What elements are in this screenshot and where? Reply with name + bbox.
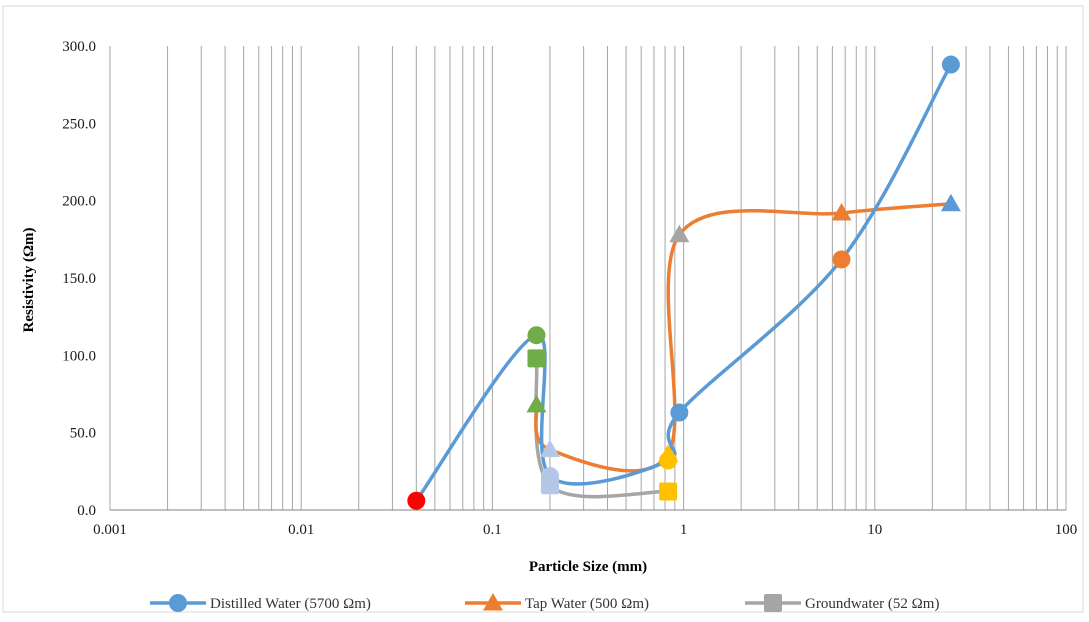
- data-point: [669, 224, 690, 243]
- x-tick-label: 0.001: [93, 522, 127, 538]
- gridlines: [109, 46, 1067, 510]
- y-tick-label: 0.0: [77, 503, 96, 519]
- data-point: [407, 491, 426, 510]
- data-point: [540, 466, 559, 485]
- y-tick-label: 50.0: [70, 426, 96, 442]
- data-point: [659, 451, 678, 470]
- x-tick-label: 0.1: [483, 522, 502, 538]
- y-tick-label: 150.0: [62, 271, 96, 287]
- data-point: [831, 203, 852, 221]
- data-point: [526, 394, 547, 413]
- data-point: [940, 193, 961, 212]
- data-point: [527, 326, 546, 345]
- legend-marker: [169, 594, 187, 612]
- data-point: [941, 55, 960, 74]
- y-axis-title: Resistivity (Ωm): [21, 228, 37, 333]
- x-axis-title: Particle Size (mm): [529, 559, 647, 575]
- y-tick-label: 100.0: [62, 348, 96, 364]
- y-tick-label: 200.0: [62, 194, 96, 210]
- series-group: [407, 55, 961, 510]
- legend-label: Tap Water (500 Ωm): [525, 596, 649, 612]
- data-point: [832, 250, 851, 269]
- legend-label: Distilled Water (5700 Ωm): [210, 596, 371, 612]
- series-marker-group: [407, 55, 960, 510]
- y-tick-label: 250.0: [62, 116, 96, 132]
- legend: Distilled Water (5700 Ωm) Tap Water (500 …: [150, 593, 939, 612]
- legend-marker: [764, 594, 782, 612]
- data-point: [527, 349, 546, 368]
- x-tick-label: 1: [680, 522, 688, 538]
- axes: 0.001 0.01 0.1 1 10 100 0.0 50.0 100.0 150.0 200.0…: [62, 39, 1077, 538]
- legend-label: Groundwater (52 Ωm): [805, 596, 939, 612]
- data-point: [539, 439, 560, 458]
- data-point: [659, 482, 678, 501]
- data-point: [670, 403, 689, 422]
- legend-marker: [483, 593, 503, 611]
- y-tick-label: 300.0: [62, 39, 96, 55]
- x-tick-label: 0.01: [288, 522, 314, 538]
- x-tick-label: 10: [867, 522, 882, 538]
- x-tick-label: 100: [1055, 522, 1078, 538]
- chart-frame: [2, 5, 1084, 613]
